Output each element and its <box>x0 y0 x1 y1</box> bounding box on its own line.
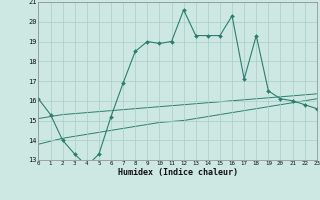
X-axis label: Humidex (Indice chaleur): Humidex (Indice chaleur) <box>118 168 238 177</box>
